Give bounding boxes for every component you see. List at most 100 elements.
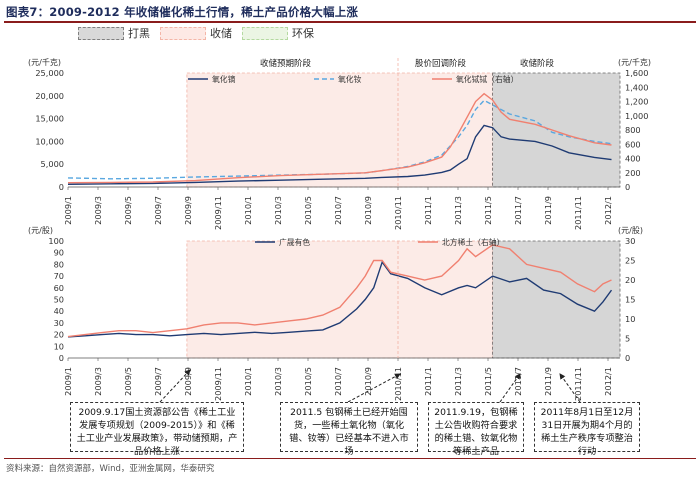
y-tick-label-left: 10,000 bbox=[35, 136, 64, 146]
x-tick-label: 2011/7 bbox=[513, 367, 523, 396]
shaded-period-crackdown bbox=[492, 240, 621, 359]
y-tick-label-right: 30 bbox=[625, 236, 635, 246]
x-tick-label: 2009/11 bbox=[213, 196, 223, 230]
x-tick-label: 2010/1 bbox=[243, 367, 253, 396]
y-unit-left: (元/千克) bbox=[28, 57, 61, 67]
x-tick-label: 2012/1 bbox=[603, 196, 613, 225]
x-tick-label: 2011/11 bbox=[573, 367, 583, 401]
x-tick-label: 2009/7 bbox=[153, 367, 163, 396]
y-tick-label-left: 0 bbox=[59, 182, 64, 192]
x-tick-label: 2011/9 bbox=[543, 367, 553, 396]
callout-2011-sep-acquisition: 2011.9.19，包钢稀土公告收购符合要求的稀土镨、钕氧化物等稀土产品 bbox=[428, 402, 524, 457]
legend-item-crackdown: 打黑 bbox=[78, 25, 150, 41]
x-tick-label: 2011/7 bbox=[513, 196, 523, 225]
y-tick-label-left: 30 bbox=[54, 318, 64, 328]
y-tick-label-left: 90 bbox=[54, 248, 64, 258]
x-tick-label: 2009/3 bbox=[93, 367, 103, 396]
y-tick-label-right: 5 bbox=[625, 334, 630, 344]
legend-label-0: 广晟有色 bbox=[279, 237, 310, 247]
shaded-period-stockpile bbox=[186, 240, 494, 359]
x-tick-label: 2010/1 bbox=[243, 196, 253, 225]
x-tick-label: 2011/5 bbox=[483, 196, 493, 225]
x-tick-label: 2010/7 bbox=[333, 196, 343, 225]
y-unit-right: (元/股) bbox=[618, 226, 643, 235]
top-chart: 0 5,000 10,000 15,000 20,000 25,000 0 200 400 600… bbox=[28, 57, 651, 230]
series-line-0 bbox=[67, 260, 613, 338]
y-unit-left: (元/股) bbox=[28, 226, 53, 235]
x-tick-label: 2009/11 bbox=[213, 367, 223, 401]
x-tick-label: 2011/11 bbox=[573, 196, 583, 230]
x-tick-label: 2009/1 bbox=[63, 367, 73, 396]
x-tick-label: 2010/9 bbox=[363, 196, 373, 225]
y-tick-label-left: 20,000 bbox=[35, 91, 64, 101]
x-tick-label: 2011/9 bbox=[543, 196, 553, 225]
x-tick-label: 2009/9 bbox=[183, 367, 193, 396]
callout-arrow-0 bbox=[159, 369, 191, 403]
y-tick-label-right: 800 bbox=[625, 125, 641, 135]
series-line-1 bbox=[67, 244, 612, 338]
x-tick-label: 2009/9 bbox=[183, 196, 193, 225]
phase-label-stockpile: 收储阶段 bbox=[520, 58, 555, 69]
legend-item-environment: 环保 bbox=[242, 25, 314, 41]
title-rule bbox=[4, 21, 696, 23]
phase-label-correction: 股价回调阶段 bbox=[415, 58, 467, 69]
phase-label-expectation: 收储预期阶段 bbox=[260, 58, 312, 69]
y-tick-label-right: 0 bbox=[625, 353, 630, 363]
y-tick-label-left: 10 bbox=[54, 341, 64, 351]
y-tick-label-right: 20 bbox=[625, 275, 635, 285]
y-tick-label-left: 5,000 bbox=[41, 159, 64, 169]
source-note: 资料来源：自然资源部，Wind，亚洲金属网，华泰研究 bbox=[6, 464, 215, 474]
legend-item-stockpile: 收储 bbox=[160, 25, 232, 41]
legend-swatch-stockpile bbox=[160, 26, 206, 40]
legend-label-1: 氧化钕 bbox=[338, 74, 362, 84]
x-tick-label: 2011/3 bbox=[453, 196, 463, 225]
y-tick-label-left: 80 bbox=[54, 259, 64, 269]
y-tick-label-left: 20 bbox=[54, 330, 64, 340]
legend-label-stockpile: 收储 bbox=[210, 27, 232, 40]
y-tick-label-left: 60 bbox=[54, 283, 64, 293]
y-tick-label-right: 15 bbox=[625, 295, 635, 305]
series-line-0 bbox=[67, 124, 612, 185]
shaded-period-stockpile bbox=[186, 72, 494, 188]
legend-label-1: 北方稀土（右轴） bbox=[442, 237, 504, 247]
y-unit-right: (元/千克) bbox=[618, 57, 651, 67]
bottom-rule bbox=[4, 458, 696, 459]
x-tick-label: 2011/3 bbox=[453, 367, 463, 396]
page-title: 图表7：2009-2012 年收储催化稀土行情，稀土产品价格大幅上涨 bbox=[6, 5, 359, 19]
y-tick-label-left: 100 bbox=[48, 236, 64, 246]
callout-2011-may-hoarding: 2011.5 包钢稀土已经开始囤货，一些稀土氧化物（氧化镨、钕等）已经基本不进入… bbox=[280, 402, 418, 457]
y-tick-label-right: 1,200 bbox=[625, 97, 648, 107]
y-tick-label-right: 1,600 bbox=[625, 68, 648, 78]
callout-rectification: 2011年8月1日至12月31日开展为期4个月的稀土生产秩序专项整治行动 bbox=[534, 402, 640, 457]
callout-arrow-2 bbox=[499, 373, 521, 403]
y-tick-label-left: 15,000 bbox=[35, 114, 64, 124]
y-tick-label-right: 10 bbox=[625, 314, 635, 324]
x-tick-label: 2010/5 bbox=[303, 367, 313, 396]
x-tick-label: 2010/7 bbox=[333, 367, 343, 396]
y-tick-label-right: 600 bbox=[625, 139, 641, 149]
x-tick-label: 2010/11 bbox=[393, 367, 403, 401]
x-tick-label: 2010/11 bbox=[393, 196, 403, 230]
callout-arrow-3 bbox=[559, 373, 581, 403]
x-tick-label: 2009/5 bbox=[123, 367, 133, 396]
y-tick-label-right: 400 bbox=[625, 154, 641, 164]
legend-label-crackdown: 打黑 bbox=[128, 27, 150, 40]
x-tick-label: 2009/7 bbox=[153, 196, 163, 225]
legend-label-environment: 环保 bbox=[292, 27, 314, 40]
x-tick-label: 2010/9 bbox=[363, 367, 373, 396]
callout-2009-policy: 2009.9.17国土资源部公告《稀土工业发展专项规划（2009-2015）》和… bbox=[70, 402, 244, 457]
y-tick-label-left: 25,000 bbox=[35, 68, 64, 78]
x-tick-label: 2009/3 bbox=[93, 196, 103, 225]
x-tick-label: 2010/3 bbox=[273, 196, 283, 225]
x-tick-label: 2010/5 bbox=[303, 196, 313, 225]
y-tick-label-left: 50 bbox=[54, 295, 64, 305]
x-tick-label: 2009/1 bbox=[63, 196, 73, 225]
y-tick-label-right: 25 bbox=[625, 256, 635, 266]
y-tick-label-left: 70 bbox=[54, 271, 64, 281]
x-tick-label: 2009/5 bbox=[123, 196, 133, 225]
x-tick-label: 2011/5 bbox=[483, 367, 493, 396]
y-tick-label-right: 200 bbox=[625, 168, 641, 178]
series-line-2 bbox=[67, 92, 612, 184]
x-tick-label: 2012/1 bbox=[603, 367, 613, 396]
